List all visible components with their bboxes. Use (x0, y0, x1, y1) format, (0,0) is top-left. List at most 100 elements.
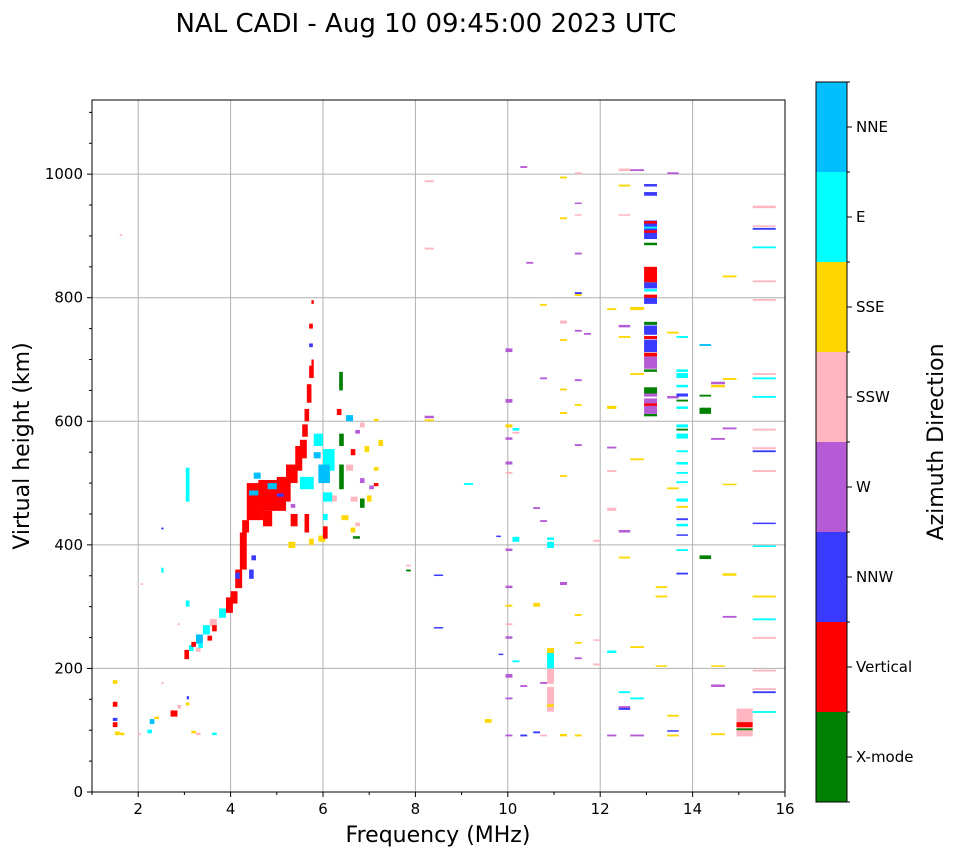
data-point-sse (378, 439, 384, 446)
y-tick-label: 800 (54, 289, 83, 307)
data-point-w (574, 252, 582, 255)
data-point-e (618, 691, 631, 694)
data-point-w (505, 461, 513, 465)
data-point-e (676, 336, 688, 338)
data-point-w (607, 446, 617, 449)
data-point-vertical (644, 336, 658, 340)
data-point-nnw (667, 730, 679, 732)
data-point-w (574, 202, 582, 205)
data-point-sse (618, 336, 631, 338)
data-point-x-mode (339, 433, 344, 446)
data-point-vertical (304, 513, 310, 533)
data-point-sse (711, 733, 725, 736)
data-point-sse (722, 483, 737, 486)
data-point-ssw (195, 648, 201, 652)
data-point-vertical (373, 483, 379, 487)
x-tick-label: 6 (318, 800, 328, 818)
colorbar-segment-nnw (816, 532, 847, 622)
data-point-ssw (593, 639, 601, 641)
data-point-e (512, 536, 520, 542)
data-point-vertical (299, 439, 307, 459)
x-tick-label: 10 (498, 800, 517, 818)
y-tick-label: 1000 (45, 165, 83, 183)
data-point-ssw (752, 447, 776, 450)
data-point-e (752, 545, 776, 547)
data-point-nnw (644, 325, 658, 335)
y-tick-label: 600 (54, 412, 83, 430)
colorbar-tick-label: NNE (856, 118, 888, 136)
data-point-vertical (225, 597, 233, 613)
data-point-ssw (505, 471, 513, 474)
colorbar-tick-label: X-mode (856, 748, 913, 766)
data-point-nnw (574, 292, 582, 295)
data-point-sse (185, 702, 190, 706)
data-point-e (512, 428, 520, 431)
data-point-sse (607, 308, 617, 311)
data-point-nnw (533, 731, 541, 734)
data-point-vertical (306, 384, 312, 403)
data-point-w (711, 381, 725, 385)
data-point-sse (115, 731, 120, 736)
data-point-nnw (644, 192, 658, 196)
data-point-sse (547, 704, 554, 707)
colorbar-tick-label: Vertical (856, 658, 912, 676)
data-point-sse (424, 419, 434, 422)
data-point-ssw (161, 682, 164, 684)
data-point-w (618, 324, 631, 328)
data-point-w (540, 377, 548, 380)
data-point-w (520, 685, 528, 687)
data-point-nnw (251, 555, 257, 561)
data-point-e (198, 643, 203, 649)
data-point-e (547, 541, 554, 548)
data-point-e (752, 246, 776, 249)
data-point-x-mode (736, 728, 753, 731)
data-point-ssw (119, 234, 123, 236)
data-point-nnw (496, 535, 501, 538)
data-point-w (630, 734, 645, 737)
data-point-nnw (498, 653, 504, 656)
data-point-nne (149, 719, 155, 725)
data-point-w (722, 427, 737, 430)
y-tick-label: 400 (54, 536, 83, 554)
data-point-ssw (607, 507, 617, 511)
data-point-e (752, 377, 776, 380)
data-point-nnw (235, 572, 240, 579)
data-point-ssw (607, 470, 617, 472)
data-point-sse (533, 602, 541, 607)
data-point-ssw (752, 636, 776, 639)
data-point-e (147, 729, 153, 734)
data-point-ssw (752, 298, 776, 301)
data-point-sse (373, 467, 379, 471)
data-point-sse (574, 641, 582, 644)
data-point-e (299, 476, 314, 490)
data-point-sse (350, 527, 356, 533)
data-point-ssw (138, 732, 141, 736)
data-point-sse (341, 515, 349, 521)
data-point-w (369, 485, 374, 490)
data-point-nnw (112, 717, 118, 721)
data-point-sse (722, 378, 737, 380)
data-point-vertical (302, 424, 308, 437)
data-point-w (533, 507, 541, 510)
data-point-ssw (424, 180, 434, 183)
data-point-e (202, 625, 210, 635)
data-point-ssw (752, 470, 776, 472)
data-point-ssw (560, 320, 567, 324)
data-point-w (618, 706, 631, 709)
data-point-ssw (209, 619, 217, 627)
grid-lines (92, 100, 785, 792)
data-point-sse (309, 538, 314, 545)
data-point-sse (630, 306, 645, 311)
data-point-e (323, 513, 328, 521)
colorbar-segment-ssw (816, 352, 847, 442)
data-point-ssw (752, 688, 776, 691)
data-point-e (752, 395, 776, 398)
data-point-nne (318, 464, 330, 484)
data-point-ssw (177, 704, 182, 709)
data-point-e (189, 644, 194, 652)
data-point-ssw (512, 431, 520, 434)
data-point-w (505, 636, 513, 639)
data-point-vertical (290, 513, 298, 527)
data-points (112, 166, 776, 737)
